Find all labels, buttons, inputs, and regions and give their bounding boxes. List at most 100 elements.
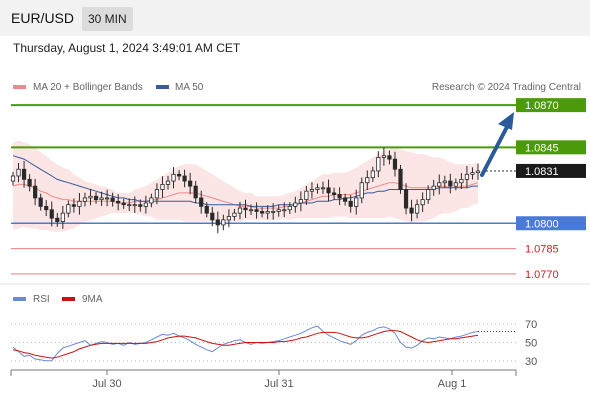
symbol-label[interactable]: EUR/USD	[11, 10, 75, 26]
candle	[60, 205, 65, 229]
ma50-legend-label: MA 50	[175, 82, 204, 93]
candle-body	[331, 192, 337, 195]
rsi-tick-50: 50	[525, 338, 537, 350]
candle-body	[10, 175, 16, 182]
candle	[176, 170, 182, 181]
candle	[265, 205, 270, 220]
candle	[105, 189, 110, 207]
candle	[387, 150, 392, 165]
candle	[221, 214, 226, 231]
bollinger-band-area	[13, 140, 478, 232]
ma20-legend-label: MA 20 + Bollinger Bands	[33, 82, 143, 93]
candle-body	[132, 204, 137, 207]
candle	[403, 183, 409, 215]
candle-body	[271, 211, 276, 213]
candle-body	[409, 207, 414, 214]
candle-body	[199, 197, 204, 207]
candle-body	[49, 209, 54, 219]
candle	[110, 192, 115, 207]
candle-body	[77, 200, 82, 207]
candle-body	[165, 180, 171, 185]
candle	[415, 199, 420, 219]
candle-body	[381, 155, 386, 158]
candle-body	[343, 197, 348, 202]
candle	[359, 177, 364, 204]
candle	[182, 169, 187, 188]
candle-body	[149, 197, 154, 204]
rsi-legend-swatch	[13, 297, 26, 301]
candle	[276, 204, 281, 217]
candle	[237, 201, 243, 220]
timeframe-badge[interactable]: 30 MIN	[82, 7, 133, 31]
x-tick-label-0: Jul 30	[92, 378, 121, 390]
candle-body	[210, 212, 215, 221]
candle-body	[27, 178, 32, 187]
candle	[71, 198, 76, 213]
candle-body	[415, 204, 420, 214]
candle	[188, 172, 193, 195]
candle	[437, 174, 442, 195]
candle-body	[464, 173, 470, 180]
candle-body	[60, 212, 65, 222]
candle-body	[370, 170, 375, 179]
candle	[132, 196, 137, 213]
candle	[464, 166, 470, 188]
candle-body	[116, 200, 121, 204]
candle-body	[287, 205, 292, 211]
candle-body	[138, 204, 143, 207]
candle	[442, 175, 447, 188]
candle	[354, 189, 359, 215]
candle	[260, 207, 265, 218]
candle-body	[276, 209, 281, 212]
candle-body	[188, 180, 193, 187]
candle	[254, 202, 259, 219]
candle-body	[376, 157, 381, 172]
candle	[49, 201, 54, 227]
candle	[248, 204, 254, 215]
ma50-legend-swatch	[156, 85, 169, 89]
candle	[154, 183, 160, 205]
candle-body	[470, 172, 475, 175]
candle	[337, 187, 342, 206]
candle-body	[215, 219, 220, 226]
x-axis: Jul 30 Jul 31 Aug 1	[10, 369, 517, 390]
candle-body	[232, 212, 237, 217]
candle-body	[237, 207, 243, 214]
candle	[448, 173, 453, 194]
candle-body	[93, 195, 99, 201]
candle	[38, 193, 43, 211]
x-tick-label-2: Aug 1	[438, 378, 467, 390]
candle	[10, 171, 16, 186]
candle	[243, 199, 248, 219]
candle	[320, 181, 326, 195]
candle-body	[154, 189, 160, 199]
ma20-legend-swatch	[13, 85, 26, 89]
candle-body	[304, 190, 309, 201]
candle-body	[426, 189, 431, 201]
candle-body	[293, 202, 298, 207]
level-1-0785-label: 1.0785	[525, 244, 559, 256]
rsi-lines	[12, 325, 516, 362]
candle-body	[110, 197, 115, 202]
candles	[10, 147, 481, 234]
candle-body	[326, 187, 331, 194]
candle-body	[221, 219, 226, 226]
rsi-line	[12, 325, 479, 362]
candle	[392, 151, 398, 177]
candle	[143, 195, 148, 214]
candle	[149, 193, 154, 208]
candle-body	[309, 189, 315, 192]
candle-body	[204, 205, 209, 214]
candle	[475, 163, 481, 180]
rsi-tick-30: 30	[525, 356, 537, 368]
candle	[21, 160, 27, 188]
candle-body	[55, 217, 60, 222]
candle-body	[420, 199, 425, 206]
candle	[99, 191, 104, 206]
ma9-legend-label: 9MA	[82, 294, 103, 305]
candle-body	[459, 178, 464, 184]
candle-body	[182, 175, 187, 182]
candle	[315, 183, 320, 194]
candle-body	[243, 207, 248, 211]
bollinger-bands	[13, 140, 478, 232]
